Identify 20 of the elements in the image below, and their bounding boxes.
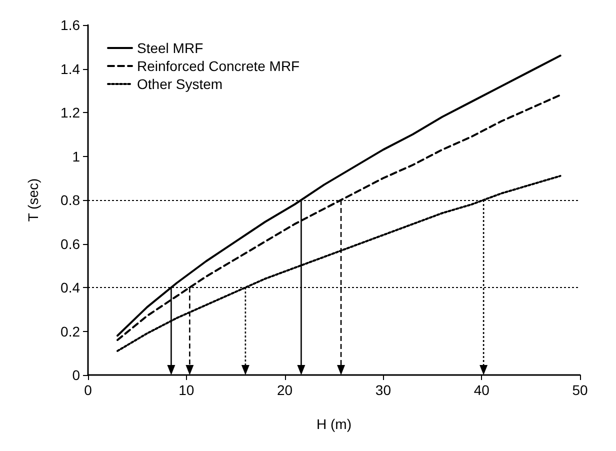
y-tick-label: 1.6 [60, 17, 80, 33]
y-tick-label: 0.2 [60, 323, 80, 340]
y-tick-label: 0.4 [60, 280, 80, 296]
y-tick-label: 0 [72, 367, 80, 383]
y-axis-title: T (sec) [25, 178, 41, 222]
x-tick-label: 40 [474, 382, 490, 398]
x-tick-label: 20 [277, 382, 293, 398]
y-tick-label: 0.8 [60, 192, 80, 208]
x-tick-label: 30 [375, 382, 392, 398]
x-tick-label: 10 [178, 382, 194, 398]
y-tick-label: 1.2 [60, 104, 80, 120]
legend-label: Steel MRF [137, 40, 204, 56]
y-tick-label: 1 [72, 148, 80, 164]
x-axis-title: H (m) [316, 416, 352, 432]
legend-label: Reinforced Concrete MRF [137, 58, 300, 74]
legend-label: Other System [137, 76, 223, 92]
x-tick-label: 0 [84, 382, 92, 398]
y-tick-label: 0.6 [60, 236, 80, 252]
x-tick-label: 50 [572, 382, 588, 398]
y-tick-label: 1.4 [60, 60, 80, 77]
